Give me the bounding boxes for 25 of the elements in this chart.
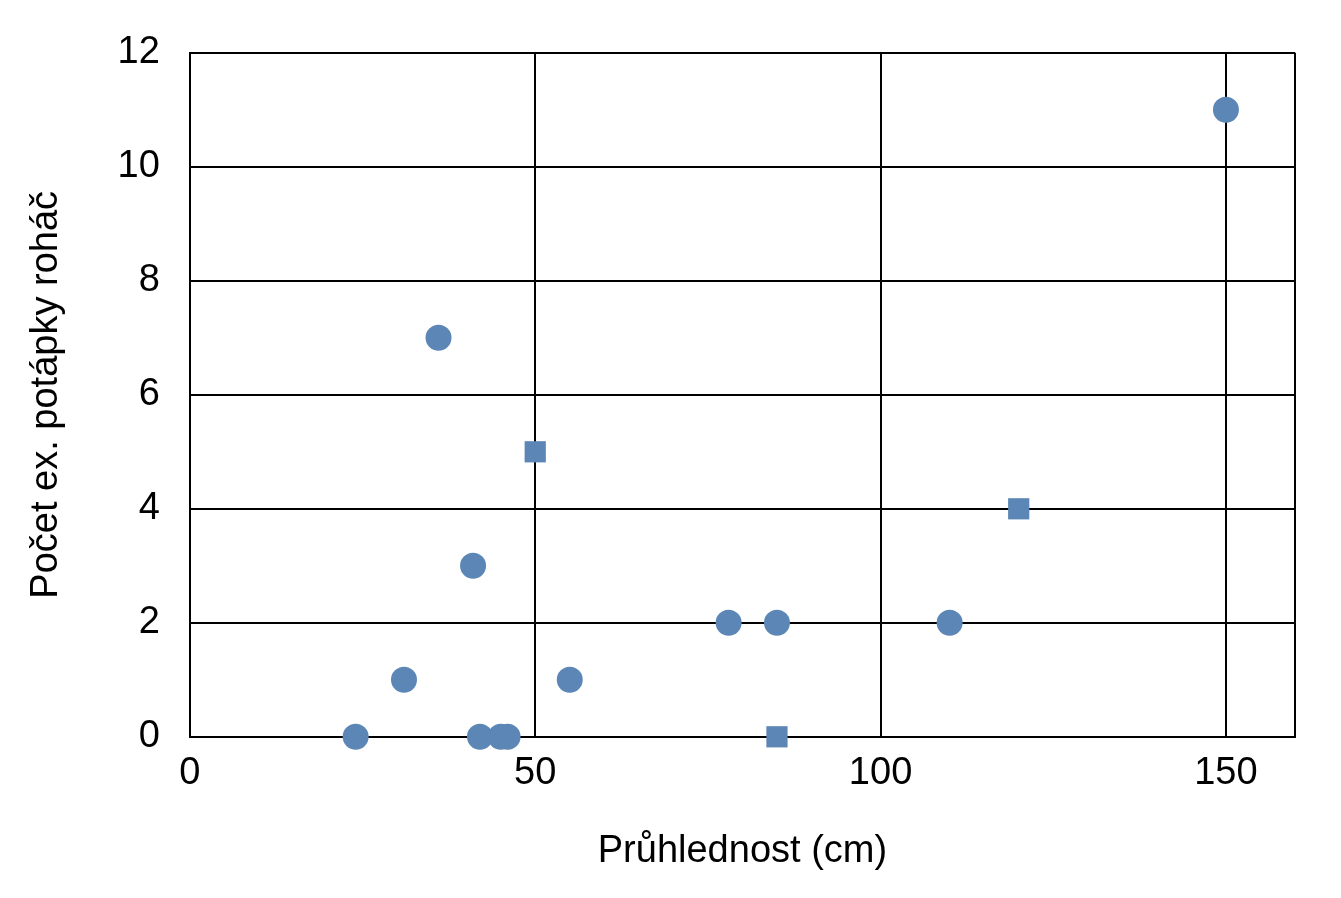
- y-tick-label: 8: [138, 257, 160, 300]
- x-tick-label: 150: [1194, 750, 1258, 793]
- point: [715, 609, 742, 636]
- point: [342, 723, 369, 750]
- point: [390, 666, 417, 693]
- point: [766, 726, 788, 748]
- point: [556, 666, 583, 693]
- point: [936, 609, 963, 636]
- y-tick-label: 12: [117, 29, 160, 72]
- point: [425, 324, 452, 351]
- x-tick-label: 100: [848, 750, 913, 793]
- y-tick-label: 2: [138, 599, 160, 642]
- point: [524, 441, 546, 463]
- y-tick-label: 0: [138, 713, 160, 756]
- y-axis-title: Počet ex. potápky roháč: [23, 190, 66, 599]
- x-axis-title: Průhlednost (cm): [597, 827, 888, 870]
- point: [1212, 96, 1239, 123]
- y-tick-label: 10: [117, 143, 160, 186]
- y-tick-label: 6: [138, 371, 160, 414]
- point: [1008, 498, 1030, 520]
- point: [763, 609, 790, 636]
- point: [460, 552, 487, 579]
- x-tick-label: 50: [514, 750, 557, 793]
- x-tick-label: 0: [179, 750, 201, 793]
- y-tick-label: 4: [138, 485, 160, 528]
